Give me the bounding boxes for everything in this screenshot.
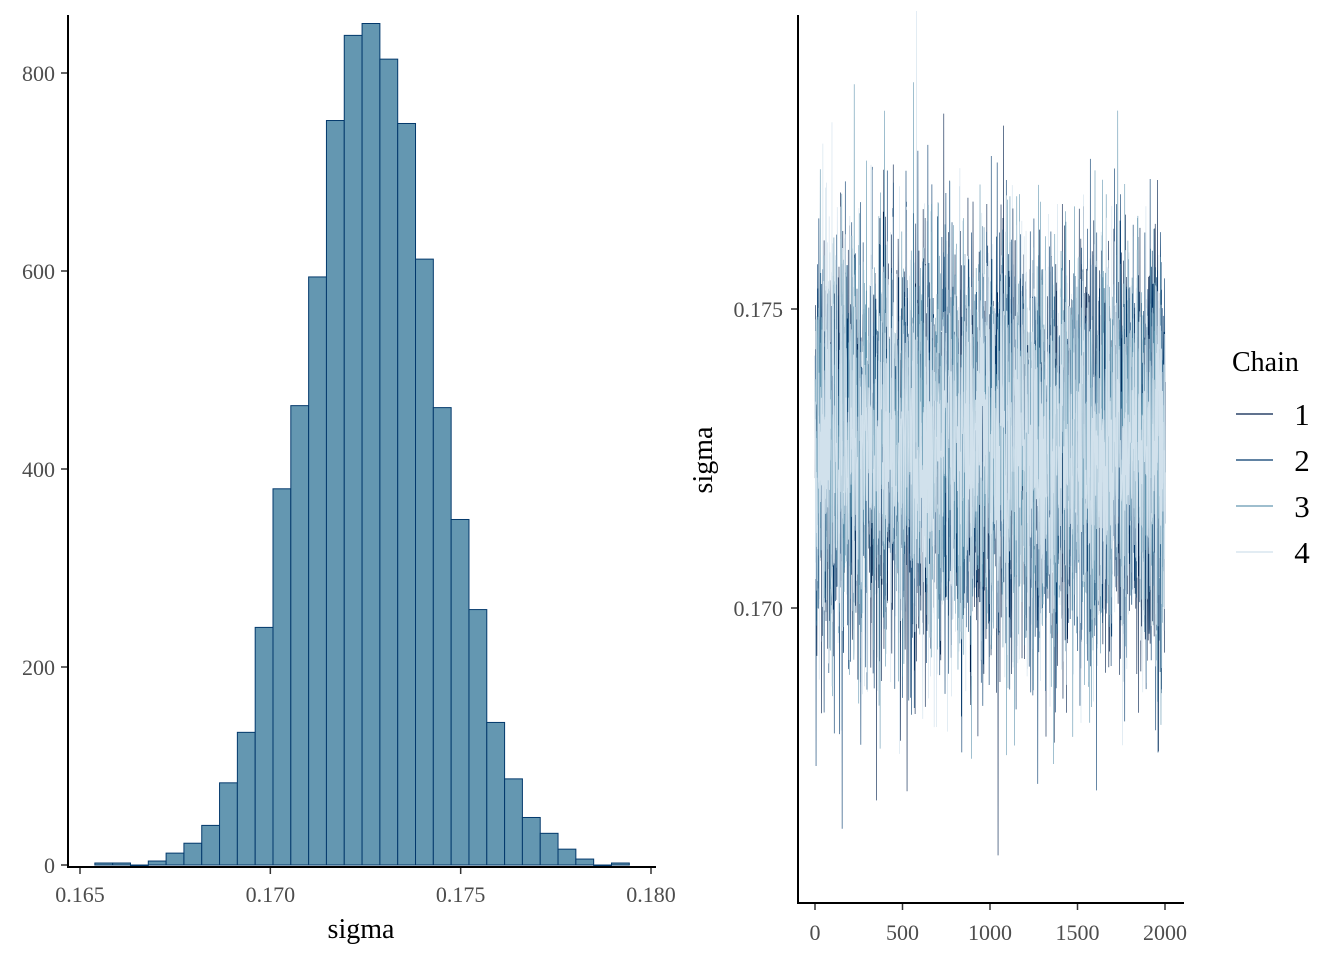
histogram-bar	[539, 832, 559, 866]
histogram-bar	[165, 852, 185, 866]
x-tick-label: 0	[810, 920, 821, 945]
trace-y-ticks: 0.170 0.175	[734, 297, 797, 621]
histogram-bar	[94, 862, 114, 866]
histogram-bar	[219, 782, 238, 866]
y-tick-label: 0.170	[734, 596, 784, 621]
y-tick-label: 800	[22, 61, 55, 86]
x-tick-label: 0.175	[436, 882, 486, 907]
x-tick-label: 2000	[1143, 920, 1187, 945]
trace-line-chain-4	[814, 11, 1166, 754]
trace-y-label: sigma	[688, 426, 719, 493]
hist-y-ticks: 0 200 400 600 800	[22, 61, 67, 878]
y-tick-label: 0	[44, 853, 55, 878]
histogram-bar	[325, 120, 345, 866]
x-tick-label: 1500	[1056, 920, 1100, 945]
histogram-bar	[147, 860, 167, 866]
histogram-bar	[415, 258, 434, 866]
histogram-bar	[183, 842, 203, 866]
histogram-bar	[201, 824, 221, 866]
x-tick-label: 0.165	[55, 882, 105, 907]
chain-legend: Chain 1 2 3 4	[1232, 347, 1310, 570]
histogram-bar	[486, 721, 506, 866]
histogram-bar	[557, 848, 577, 866]
trace-x-ticks: 0 500 1000 1500 2000	[810, 904, 1187, 945]
histogram-bar	[468, 609, 488, 866]
legend-item-chain-2: 2	[1236, 443, 1310, 478]
histogram-bar	[290, 405, 310, 866]
legend-title: Chain	[1232, 347, 1299, 378]
histogram-bar	[254, 626, 274, 866]
histogram-bar	[593, 864, 612, 867]
x-tick-label: 0.170	[246, 882, 296, 907]
histogram-bar	[112, 862, 131, 866]
hist-x-ticks: 0.165 0.170 0.175 0.180	[55, 868, 676, 907]
histogram-bar	[129, 864, 149, 867]
legend-label: 3	[1294, 489, 1310, 524]
histogram-bar	[450, 518, 470, 866]
histogram-bar	[361, 23, 381, 866]
legend-item-chain-1: 1	[1236, 397, 1310, 432]
histogram-bar	[610, 862, 630, 866]
histogram-bar	[432, 407, 452, 866]
histogram-bar	[504, 778, 523, 866]
y-tick-label: 200	[22, 655, 55, 680]
histogram-bar	[343, 34, 363, 866]
legend-item-chain-3: 3	[1236, 489, 1310, 524]
histogram-bar	[521, 816, 541, 866]
histogram-bars	[94, 23, 630, 867]
trace-panel: 0 500 1000 1500 2000 0.170 0.175 sigma	[688, 11, 1187, 945]
x-tick-label: 0.180	[626, 882, 676, 907]
legend-item-chain-4: 4	[1236, 535, 1310, 570]
y-tick-label: 400	[22, 457, 55, 482]
histogram-panel: 0.165 0.170 0.175 0.180 0 200 400 600 800 sigma	[22, 15, 676, 945]
legend-label: 1	[1294, 397, 1310, 432]
legend-label: 2	[1294, 443, 1310, 478]
legend-label: 4	[1294, 535, 1310, 570]
histogram-bar	[575, 858, 595, 866]
histogram-bar	[236, 731, 256, 866]
trace-lines	[814, 11, 1166, 856]
hist-x-label: sigma	[328, 914, 395, 945]
histogram-bar	[397, 122, 417, 866]
y-tick-label: 600	[22, 259, 55, 284]
histogram-bar	[272, 488, 292, 866]
histogram-bar	[308, 276, 327, 866]
x-tick-label: 1000	[968, 920, 1012, 945]
x-tick-label: 500	[886, 920, 919, 945]
histogram-bar	[379, 58, 399, 866]
y-tick-label: 0.175	[734, 297, 784, 322]
